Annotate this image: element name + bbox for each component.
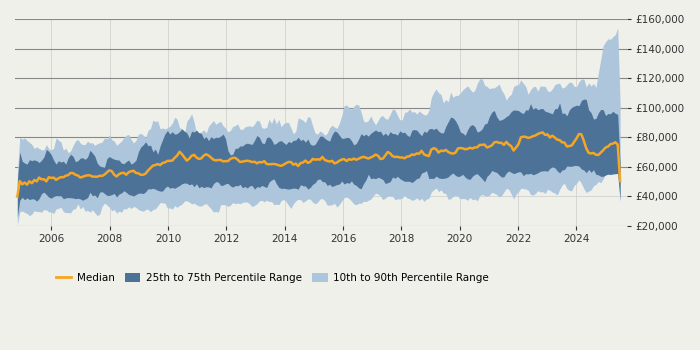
Median (616, 179, 624, 183)
Median (113, 174, 121, 179)
Median (13, 194, 22, 198)
Legend: Median, 25th to 75th Percentile Range, 10th to 90th Percentile Range: Median, 25th to 75th Percentile Range, 1… (52, 269, 493, 287)
Median (594, 153, 603, 157)
Median (430, 146, 438, 150)
Median (262, 162, 271, 166)
Median (362, 156, 370, 160)
Line: Median: Median (18, 132, 620, 196)
Median (538, 130, 547, 134)
Median (256, 160, 264, 164)
